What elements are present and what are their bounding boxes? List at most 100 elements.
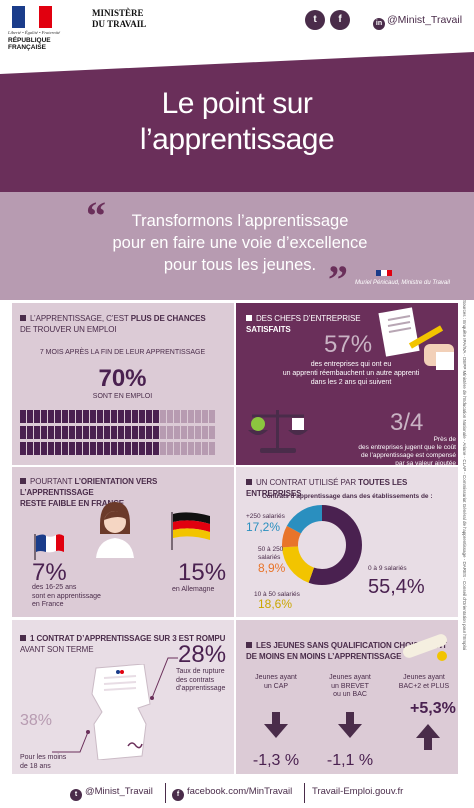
person-employed-icon (104, 442, 110, 455)
header: Liberté • Égalité • Fraternité RÉPUBLIQU… (0, 0, 474, 52)
person-employed-icon (125, 442, 131, 455)
person-employed-icon (20, 410, 26, 423)
person-employed-icon (62, 426, 68, 439)
person-other-icon (195, 410, 201, 423)
person-employed-icon (146, 426, 152, 439)
title-band (0, 52, 474, 192)
col3-value: +5,3% (410, 700, 456, 717)
seg1-value: 17,2% (246, 520, 281, 534)
person-employed-icon (90, 426, 96, 439)
panel-ruptures-heading: 1 contrat d’apprentissage sur 3 est romp… (20, 634, 226, 654)
person-other-icon (195, 426, 201, 439)
stat-3-4-value: 3/4 (390, 409, 424, 436)
person-other-icon (202, 442, 208, 455)
pointer-line-28 (150, 657, 178, 700)
footer-twitter-link[interactable]: t @Minist_Travail (70, 786, 153, 801)
seg4-value: 55,4% (368, 576, 425, 598)
young-person-icon (96, 502, 134, 558)
person-other-icon (160, 410, 166, 423)
person-other-icon (188, 410, 194, 423)
germany-flag-icon (171, 512, 210, 550)
person-employed-icon (90, 410, 96, 423)
col1-label: Jeunes ayant un CAP (255, 674, 297, 690)
person-employed-icon (90, 442, 96, 455)
person-employed-icon (118, 410, 124, 423)
person-employed-icon (41, 442, 47, 455)
col3-label: Jeunes ayant BAC+2 et PLUS (398, 674, 450, 690)
person-employed-icon (97, 426, 103, 439)
diploma-icon (403, 634, 447, 661)
person-other-icon (202, 426, 208, 439)
person-employed-icon (118, 442, 124, 455)
title-slant (0, 52, 474, 74)
twitter-handle[interactable]: in @Minist_Travail (373, 14, 462, 30)
person-employed-icon (139, 442, 145, 455)
france-flag-icon (34, 534, 64, 560)
seg3-value: 18,6% (258, 597, 293, 611)
rupture-28-text: Taux de rupture des contrats d’apprentissa… (176, 668, 226, 692)
person-employed-icon (41, 426, 47, 439)
person-other-icon (181, 442, 187, 455)
france-value: 7% (32, 559, 67, 586)
person-employed-icon (146, 442, 152, 455)
quote-text: Transformons l’apprentissage pour en fai… (112, 212, 368, 274)
col2-value: -1,1 % (326, 752, 374, 769)
person-employed-icon (146, 410, 152, 423)
person-employed-icon (27, 442, 33, 455)
panel-orientation-heading: Pourtant l’orientation vers l’apprentiss… (20, 477, 158, 508)
open-quote-icon: “ (86, 193, 106, 238)
page-title: Le point sur l’apprentissage (139, 87, 335, 156)
donut-slice-3 (282, 505, 362, 585)
person-employed-icon (104, 410, 110, 423)
person-employed-icon (125, 426, 131, 439)
person-employed-icon (104, 426, 110, 439)
person-employed-icon (125, 410, 131, 423)
person-other-icon (167, 442, 173, 455)
person-employed-icon (41, 410, 47, 423)
person-other-icon (202, 410, 208, 423)
person-employed-icon (132, 410, 138, 423)
person-employed-icon (153, 426, 159, 439)
torn-contract-icon (91, 664, 151, 760)
seg3-label: 10 à 50 salariés (254, 591, 300, 598)
companies-subheading: Contrats d’apprentissage dans des établi… (262, 493, 433, 500)
person-employed-icon (76, 442, 82, 455)
footer-facebook-link[interactable]: f facebook.com/MinTravail (172, 786, 292, 801)
company-size-donut-chart (282, 505, 362, 585)
sources-note: Sources : Enquête IPA/IVA - DEPP Ministè… (462, 300, 467, 651)
ministry-name: MINISTÈRE DU TRAVAIL (92, 8, 147, 29)
germany-label: en Allemagne (172, 586, 215, 593)
marianne-logo (12, 6, 52, 28)
pointer-line-38 (52, 730, 90, 753)
person-employed-icon (83, 410, 89, 423)
person-employed-icon (20, 426, 26, 439)
twitter-icon: t (70, 789, 82, 801)
person-other-icon (167, 410, 173, 423)
arrow-down-icon (264, 712, 288, 738)
person-employed-icon (55, 410, 61, 423)
arrow-down-icon (338, 712, 362, 738)
donut-slice-2 (282, 505, 362, 585)
person-other-icon (160, 442, 166, 455)
person-other-icon (174, 410, 180, 423)
footer-website-link[interactable]: Travail-Emploi.gouv.fr (312, 786, 404, 797)
person-employed-icon (139, 410, 145, 423)
person-employed-icon (48, 410, 54, 423)
person-employed-icon (83, 442, 89, 455)
employment-label: sont en emploi (92, 393, 153, 400)
panel-employment-subheading: 7 mois après la fin de leur apprentissag… (39, 349, 206, 356)
stat-3-4-text: Près de des entreprises jugent que le coû… (358, 436, 456, 467)
rupture-38-text: Pour les moins de 18 ans (20, 754, 67, 770)
panel-employers (236, 303, 458, 465)
panel-companies-heading: Un contrat utilisé par toutes les entrep… (246, 478, 408, 498)
rupture-28-value: 28% (178, 641, 227, 668)
person-other-icon (181, 410, 187, 423)
people-row (20, 426, 215, 439)
person-employed-icon (62, 442, 68, 455)
person-employed-icon (48, 442, 54, 455)
facebook-icon[interactable]: f (330, 10, 350, 30)
person-other-icon (209, 410, 215, 423)
person-employed-icon (76, 426, 82, 439)
french-flag-mini-icon (376, 270, 392, 276)
twitter-icon[interactable]: t (305, 10, 325, 30)
